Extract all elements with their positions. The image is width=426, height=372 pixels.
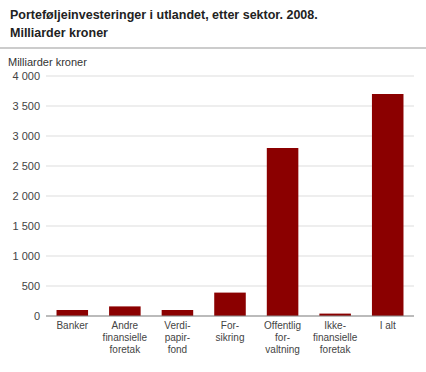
bar [267, 148, 299, 316]
title: Porteføljeinvesteringer i utlandet, ette… [10, 8, 318, 22]
grid-line [46, 76, 414, 77]
bar [162, 310, 194, 316]
bar [57, 310, 89, 316]
y-tick-label: 2 000 [12, 190, 40, 202]
bar [372, 94, 404, 316]
x-tick-label: Verdi-papir-fond [164, 320, 190, 355]
y-tick-label: 3 000 [12, 130, 40, 142]
y-tick-label: 2 500 [12, 160, 40, 172]
y-tick-label: 1 500 [12, 220, 40, 232]
chart: Porteføljeinvesteringer i utlandet, ette… [0, 0, 426, 372]
grid-line [46, 136, 414, 137]
y-tick-label: 3 500 [12, 100, 40, 112]
y-tick-label: 0 [34, 310, 40, 322]
separator [0, 48, 426, 49]
grid [46, 76, 414, 316]
x-tick-label: Ikke-finansielleforetak [313, 320, 358, 355]
grid-line [46, 166, 414, 167]
grid-line [46, 106, 414, 107]
x-tick-label: Andrefinansielleforetak [103, 320, 148, 355]
x-tick-label: Offentligfor-valtning [264, 320, 301, 355]
y-tick-label: 500 [22, 280, 40, 292]
grid-line [46, 286, 414, 287]
grid-line [46, 226, 414, 227]
bars [57, 94, 404, 316]
y-label: Milliarder kroner [8, 56, 87, 68]
x-axis [46, 316, 414, 317]
x-tick-label: Banker [56, 320, 88, 331]
y-tick-label: 1 000 [12, 250, 40, 262]
grid-line [46, 316, 414, 317]
y-tick-label: 4 000 [12, 70, 40, 82]
subtitle: Milliarder kroner [10, 26, 108, 40]
bar [109, 306, 141, 316]
bar [214, 293, 246, 316]
x-tick-label: I alt [380, 320, 396, 331]
grid-line [46, 196, 414, 197]
x-tick-label: For-sikring [216, 320, 245, 343]
grid-line [46, 256, 414, 257]
